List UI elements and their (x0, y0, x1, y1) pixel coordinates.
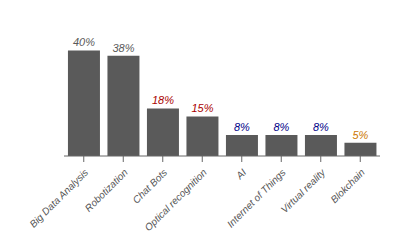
svg-text:8%: 8% (273, 121, 289, 133)
svg-text:Internet of Things: Internet of Things (225, 167, 288, 230)
svg-text:Blokchain: Blokchain (328, 166, 367, 205)
svg-text:AI: AI (233, 167, 248, 182)
svg-text:Optical recognition: Optical recognition (142, 166, 209, 233)
svg-text:Robotization: Robotization (83, 166, 130, 213)
svg-text:38%: 38% (112, 42, 134, 54)
svg-text:18%: 18% (152, 94, 174, 106)
svg-text:40%: 40% (73, 36, 95, 48)
svg-text:Virtual reality: Virtual reality (279, 166, 328, 215)
svg-text:8%: 8% (313, 121, 329, 133)
svg-text:5%: 5% (352, 129, 368, 141)
svg-text:15%: 15% (191, 102, 213, 114)
svg-text:8%: 8% (234, 121, 250, 133)
svg-text:Big Data Analysis: Big Data Analysis (27, 167, 90, 230)
svg-text:Chat Bots: Chat Bots (130, 167, 169, 206)
